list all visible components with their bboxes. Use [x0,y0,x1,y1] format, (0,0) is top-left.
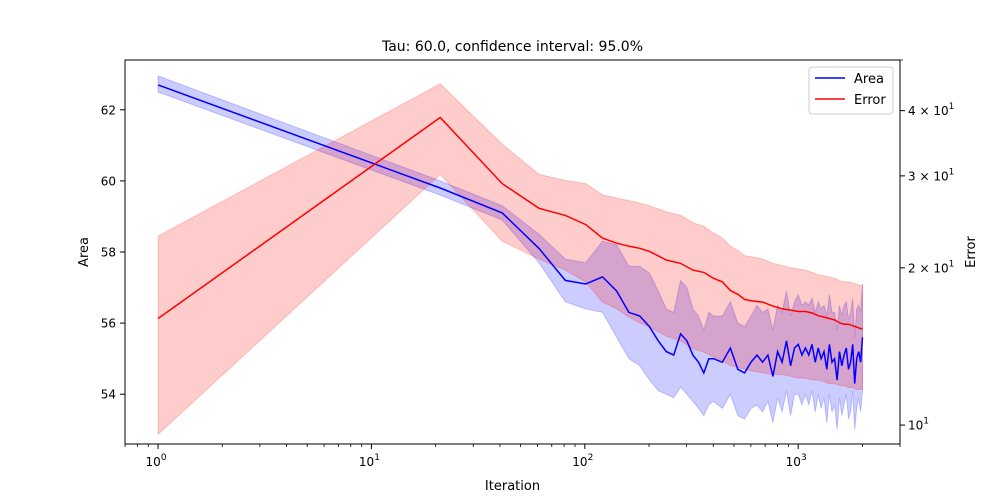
confidence-band-error [157,83,863,436]
x-tick-label: 102 [572,453,593,469]
legend-label-area: Area [854,72,884,87]
y-axis-label: Area [77,237,92,267]
chart-title: Tau: 60.0, confidence interval: 95.0% [381,39,643,55]
y2-tick-label: 3 × 101 [908,167,954,183]
y-tick-label: 60 [101,174,116,188]
y-tick-label: 54 [101,388,116,402]
y2-tick-label: 4 × 101 [908,102,954,118]
x-tick-label: 101 [359,453,380,469]
y2-axis-label: Error [964,236,979,268]
y2-tick-label: 2 × 101 [908,259,954,275]
y2-tick-label: 101 [908,417,929,433]
y-tick-label: 62 [101,103,116,117]
y-tick-label: 56 [101,317,116,331]
x-tick-label: 103 [786,453,807,469]
series-line-error [157,116,863,330]
x-axis-label: Iteration [485,479,540,494]
x-tick-label: 100 [146,453,167,469]
y-tick-label: 58 [101,246,116,260]
legend-label-error: Error [854,93,886,108]
series-line-area [157,84,864,384]
legend: Area Error [808,66,894,115]
